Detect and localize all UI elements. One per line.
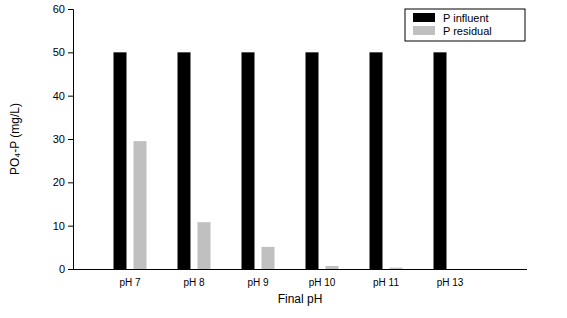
legend-label: P influent — [443, 12, 489, 24]
x-tick: pH 10 — [309, 269, 336, 288]
bar — [198, 222, 211, 269]
x-tick-label: pH 11 — [373, 277, 399, 288]
bar — [434, 52, 447, 269]
y-tick-label: 40 — [53, 90, 65, 102]
x-axis-line — [73, 269, 527, 270]
y-tick-label: 10 — [53, 220, 65, 232]
y-tick-label: 20 — [53, 176, 65, 188]
legend-item: P residual — [413, 25, 492, 37]
y-tick-label: 0 — [59, 263, 65, 275]
y-tick-mark — [68, 96, 73, 97]
legend-swatch — [413, 13, 435, 22]
x-tick-label: pH 8 — [183, 277, 205, 288]
bar — [262, 247, 275, 269]
y-tick-mark — [68, 226, 73, 227]
x-axis: pH 7 pH 8 pH 9 pH 10 pH 11 pH 13 — [73, 269, 527, 288]
y-tick: 0 — [59, 263, 73, 275]
bar — [306, 52, 319, 269]
y-tick: 10 — [53, 220, 73, 232]
x-axis-title: Final pH — [278, 292, 323, 306]
y-tick-mark — [68, 269, 73, 270]
legend-item: P influent — [413, 12, 489, 24]
y-tick-mark — [68, 182, 73, 183]
y-tick-label: 30 — [53, 133, 65, 145]
y-tick: 40 — [53, 90, 73, 102]
y-axis-title: PO₄-P (mg/L) — [8, 103, 22, 175]
bar — [326, 266, 339, 269]
y-tick-mark — [68, 52, 73, 53]
x-tick-label: pH 10 — [309, 277, 336, 288]
legend-swatch — [413, 26, 435, 35]
bar — [390, 268, 403, 269]
y-tick: 50 — [53, 46, 73, 58]
y-tick: 60 — [53, 3, 73, 15]
y-tick: 20 — [53, 176, 73, 188]
legend: P influentP residual — [405, 9, 525, 41]
y-tick-label: 60 — [53, 3, 65, 15]
bars — [114, 52, 447, 269]
y-tick-mark — [68, 9, 73, 10]
bar — [370, 52, 383, 269]
y-axis-line — [68, 10, 74, 270]
x-tick: pH 11 — [373, 269, 399, 288]
legend-label: P residual — [443, 25, 492, 37]
bar — [454, 269, 467, 270]
x-tick-label: pH 7 — [119, 277, 141, 288]
chart: 0 10 20 30 40 50 60 pH 7 pH 8 pH 9 pH 10 pH 11 pH 13… — [0, 0, 567, 318]
x-tick-label: pH 13 — [437, 277, 464, 288]
y-axis: 0 10 20 30 40 50 60 — [53, 3, 74, 275]
y-tick-label: 50 — [53, 46, 65, 58]
y-tick: 30 — [53, 133, 73, 145]
legend-frame — [405, 9, 525, 41]
bar — [178, 52, 191, 269]
x-tick: pH 8 — [183, 269, 205, 288]
bar — [242, 52, 255, 269]
x-tick: pH 7 — [119, 269, 141, 288]
x-tick: pH 9 — [247, 269, 269, 288]
x-tick: pH 13 — [437, 269, 464, 288]
x-tick-label: pH 9 — [247, 277, 269, 288]
bar — [134, 141, 147, 269]
y-tick-mark — [68, 139, 73, 140]
bar — [114, 52, 127, 269]
